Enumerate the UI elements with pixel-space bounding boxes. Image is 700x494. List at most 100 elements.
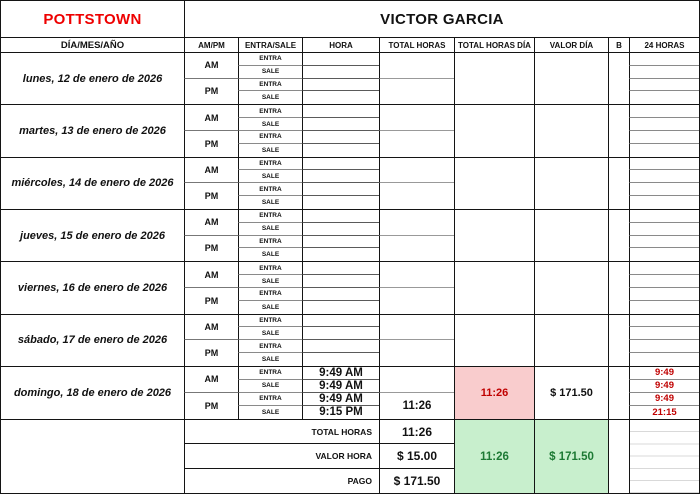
h24-cell (629, 157, 699, 171)
total-horas-dia-cell (454, 262, 534, 314)
b-cell (608, 209, 629, 262)
pm-period-label: PM (184, 183, 238, 209)
sale-label: SALE (238, 91, 302, 105)
hora-cell-pm-entra[interactable] (302, 235, 379, 249)
sale-label: SALE (238, 379, 302, 393)
sale-label: SALE (238, 170, 302, 184)
hora-cell-am-sale[interactable] (302, 118, 379, 131)
h24-cell (629, 143, 699, 157)
hora-cell-am-sale[interactable] (302, 327, 379, 341)
b-cell (608, 105, 629, 157)
total-horas-pm-cell (379, 235, 454, 262)
day-date-label: lunes, 12 de enero de 2026 (22, 72, 163, 85)
summary-pago-value: $ 171.50 (379, 468, 454, 493)
hora-cell-am-entra[interactable] (302, 105, 379, 119)
day-blocks: lunes, 12 de enero de 2026 AM PM ENTRA S… (1, 53, 699, 420)
h24-cell (629, 275, 699, 288)
day-block: miércoles, 14 de enero de 2026 AM PM ENT… (1, 157, 699, 210)
sale-label: SALE (238, 65, 302, 79)
h24-cell (629, 300, 699, 314)
h24-cell (629, 209, 699, 223)
hora-cell-pm-sale[interactable] (302, 300, 379, 314)
entra-label: ENTRA (238, 130, 302, 144)
summary-b-cell (608, 420, 629, 493)
day-block: jueves, 15 de enero de 2026 AM PM ENTRA … (1, 209, 699, 263)
total-horas-dia-cell (454, 105, 534, 157)
summary-section: TOTAL HORAS VALOR HORA PAGO 11:26 $ 15.0… (1, 420, 699, 493)
hora-cell-pm-sale[interactable] (302, 248, 379, 262)
hora-cell-am-sale[interactable] (302, 275, 379, 288)
am-period-label: AM (184, 262, 238, 288)
valor-dia-cell (534, 105, 608, 157)
sale-label: SALE (238, 248, 302, 262)
hora-cell-am-entra[interactable] (302, 157, 379, 171)
total-horas-pm-cell (379, 340, 454, 366)
h24-cell: 9:49 (629, 379, 699, 393)
hora-cell-am-sale[interactable] (302, 222, 379, 236)
h24-cell (629, 105, 699, 119)
hora-cell-am-sale[interactable]: 9:49 AM (302, 379, 379, 393)
h24-cell (629, 248, 699, 262)
valor-dia-cell: $ 171.50 (534, 366, 608, 419)
b-cell (608, 53, 629, 105)
total-horas-am-cell (379, 157, 454, 184)
h24-cell (629, 196, 699, 209)
header-total-horas-dia: TOTAL HORAS DÍA (454, 38, 534, 52)
header-total-horas: TOTAL HORAS (379, 38, 454, 52)
b-cell (608, 262, 629, 314)
hora-cell-pm-sale[interactable] (302, 91, 379, 105)
sale-label: SALE (238, 222, 302, 236)
pm-period-label: PM (184, 287, 238, 314)
h24-cell (629, 65, 699, 79)
sale-label: SALE (238, 196, 302, 209)
hora-cell-am-sale[interactable] (302, 65, 379, 79)
pm-period-label: PM (184, 235, 238, 262)
header-b: B (608, 38, 629, 52)
hora-cell-pm-entra[interactable] (302, 287, 379, 301)
total-horas-am-cell (379, 262, 454, 288)
green-valor-cell: $ 171.50 (534, 420, 608, 493)
day-block: domingo, 18 de enero de 2026 AM PM ENTRA… (1, 366, 699, 420)
hora-cell-am-entra[interactable] (302, 209, 379, 223)
pm-period-label: PM (184, 392, 238, 419)
column-header-row: DÍA/MES/AÑO AM/PM ENTRA/SALE HORA TOTAL … (1, 38, 699, 53)
h24-cell: 21:15 (629, 405, 699, 419)
hora-cell-pm-entra[interactable] (302, 130, 379, 144)
summary-valor-hora-value[interactable]: $ 15.00 (379, 444, 454, 469)
h24-cell (629, 78, 699, 92)
valor-dia-cell (534, 209, 608, 262)
location-title: POTTSTOWN (43, 10, 142, 28)
entra-label: ENTRA (238, 183, 302, 197)
hora-cell-am-entra[interactable] (302, 314, 379, 328)
hora-cell-pm-entra[interactable]: 9:49 AM (302, 392, 379, 406)
hora-cell-am-entra[interactable]: 9:49 AM (302, 366, 379, 380)
sale-label: SALE (238, 405, 302, 419)
hora-cell-pm-sale[interactable] (302, 196, 379, 209)
valor-dia-cell (534, 262, 608, 314)
total-horas-pm-cell (379, 130, 454, 157)
hora-cell-am-entra[interactable] (302, 262, 379, 276)
sale-label: SALE (238, 118, 302, 131)
hora-cell-pm-entra[interactable] (302, 183, 379, 197)
hora-cell-pm-entra[interactable] (302, 78, 379, 92)
am-period-label: AM (184, 314, 238, 341)
hora-cell-am-sale[interactable] (302, 170, 379, 184)
total-horas-am-cell (379, 366, 454, 393)
total-horas-am-cell (379, 105, 454, 131)
header-dia-mes-ano: DÍA/MES/AÑO (60, 39, 125, 51)
day-block: lunes, 12 de enero de 2026 AM PM ENTRA S… (1, 53, 699, 106)
hora-cell-pm-sale[interactable]: 9:15 PM (302, 405, 379, 419)
sale-label: SALE (238, 275, 302, 288)
hora-cell-pm-entra[interactable] (302, 340, 379, 354)
hora-cell-pm-sale[interactable] (302, 353, 379, 366)
total-horas-pm-cell (379, 78, 454, 105)
day-date-label: miércoles, 14 de enero de 2026 (11, 177, 174, 190)
valor-dia-cell (534, 157, 608, 209)
h24-cell (629, 235, 699, 249)
header-am-pm: AM/PM (184, 38, 238, 52)
h24-cell (629, 130, 699, 144)
sale-label: SALE (238, 327, 302, 341)
total-horas-dia-cell: 11:26 (454, 366, 534, 419)
hora-cell-pm-sale[interactable] (302, 143, 379, 157)
hora-cell-am-entra[interactable] (302, 53, 379, 66)
